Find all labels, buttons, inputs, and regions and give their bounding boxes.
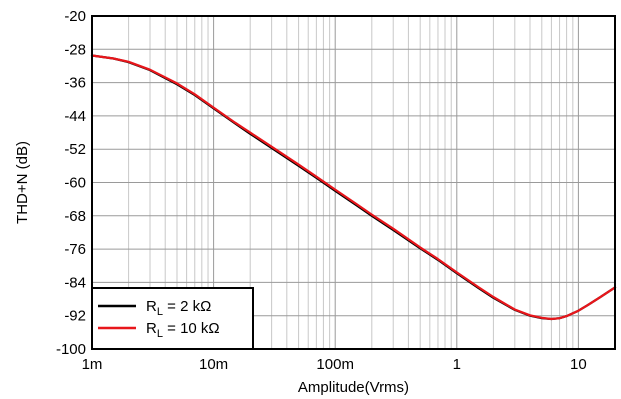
- legend-label-rest: = 10 kΩ: [163, 320, 220, 337]
- y-tick-label: -76: [64, 241, 86, 258]
- y-tick-label: -92: [64, 308, 86, 325]
- legend-entry-1: RL = 2 kΩ: [146, 298, 211, 318]
- y-tick-label: -20: [64, 8, 86, 25]
- y-tick-label: -52: [64, 141, 86, 158]
- y-tick-label: -100: [56, 341, 86, 358]
- legend-label-main: R: [146, 320, 157, 337]
- y-tick-label: -36: [64, 75, 86, 92]
- legend-label-rest: = 2 kΩ: [163, 298, 211, 315]
- series-line-2: [90, 54, 617, 321]
- series-layer: [90, 54, 617, 321]
- y-tick-label: -60: [64, 175, 86, 192]
- x-tick-label: 1: [453, 356, 461, 373]
- plot-frame: [91, 15, 616, 350]
- legend-label-subscript: L: [157, 328, 163, 340]
- legend-box: [91, 287, 254, 350]
- x-tick-label: 10m: [199, 356, 228, 373]
- x-tick-label: 1m: [82, 356, 103, 373]
- y-tick-label: -44: [64, 108, 86, 125]
- y-axis-label: THD+N (dB): [14, 141, 31, 224]
- x-axis-label: Amplitude(Vrms): [298, 379, 409, 396]
- y-tick-label: -28: [64, 41, 86, 58]
- legend-label-main: R: [146, 298, 157, 315]
- y-tick-label: -84: [64, 274, 86, 291]
- x-tick-label: 100m: [316, 356, 354, 373]
- y-tick-label: -68: [64, 208, 86, 225]
- legend-entry-2: RL = 10 kΩ: [146, 320, 220, 340]
- legend-label-subscript: L: [157, 306, 163, 318]
- x-tick-label: 10: [570, 356, 587, 373]
- grid-lines: [92, 16, 615, 349]
